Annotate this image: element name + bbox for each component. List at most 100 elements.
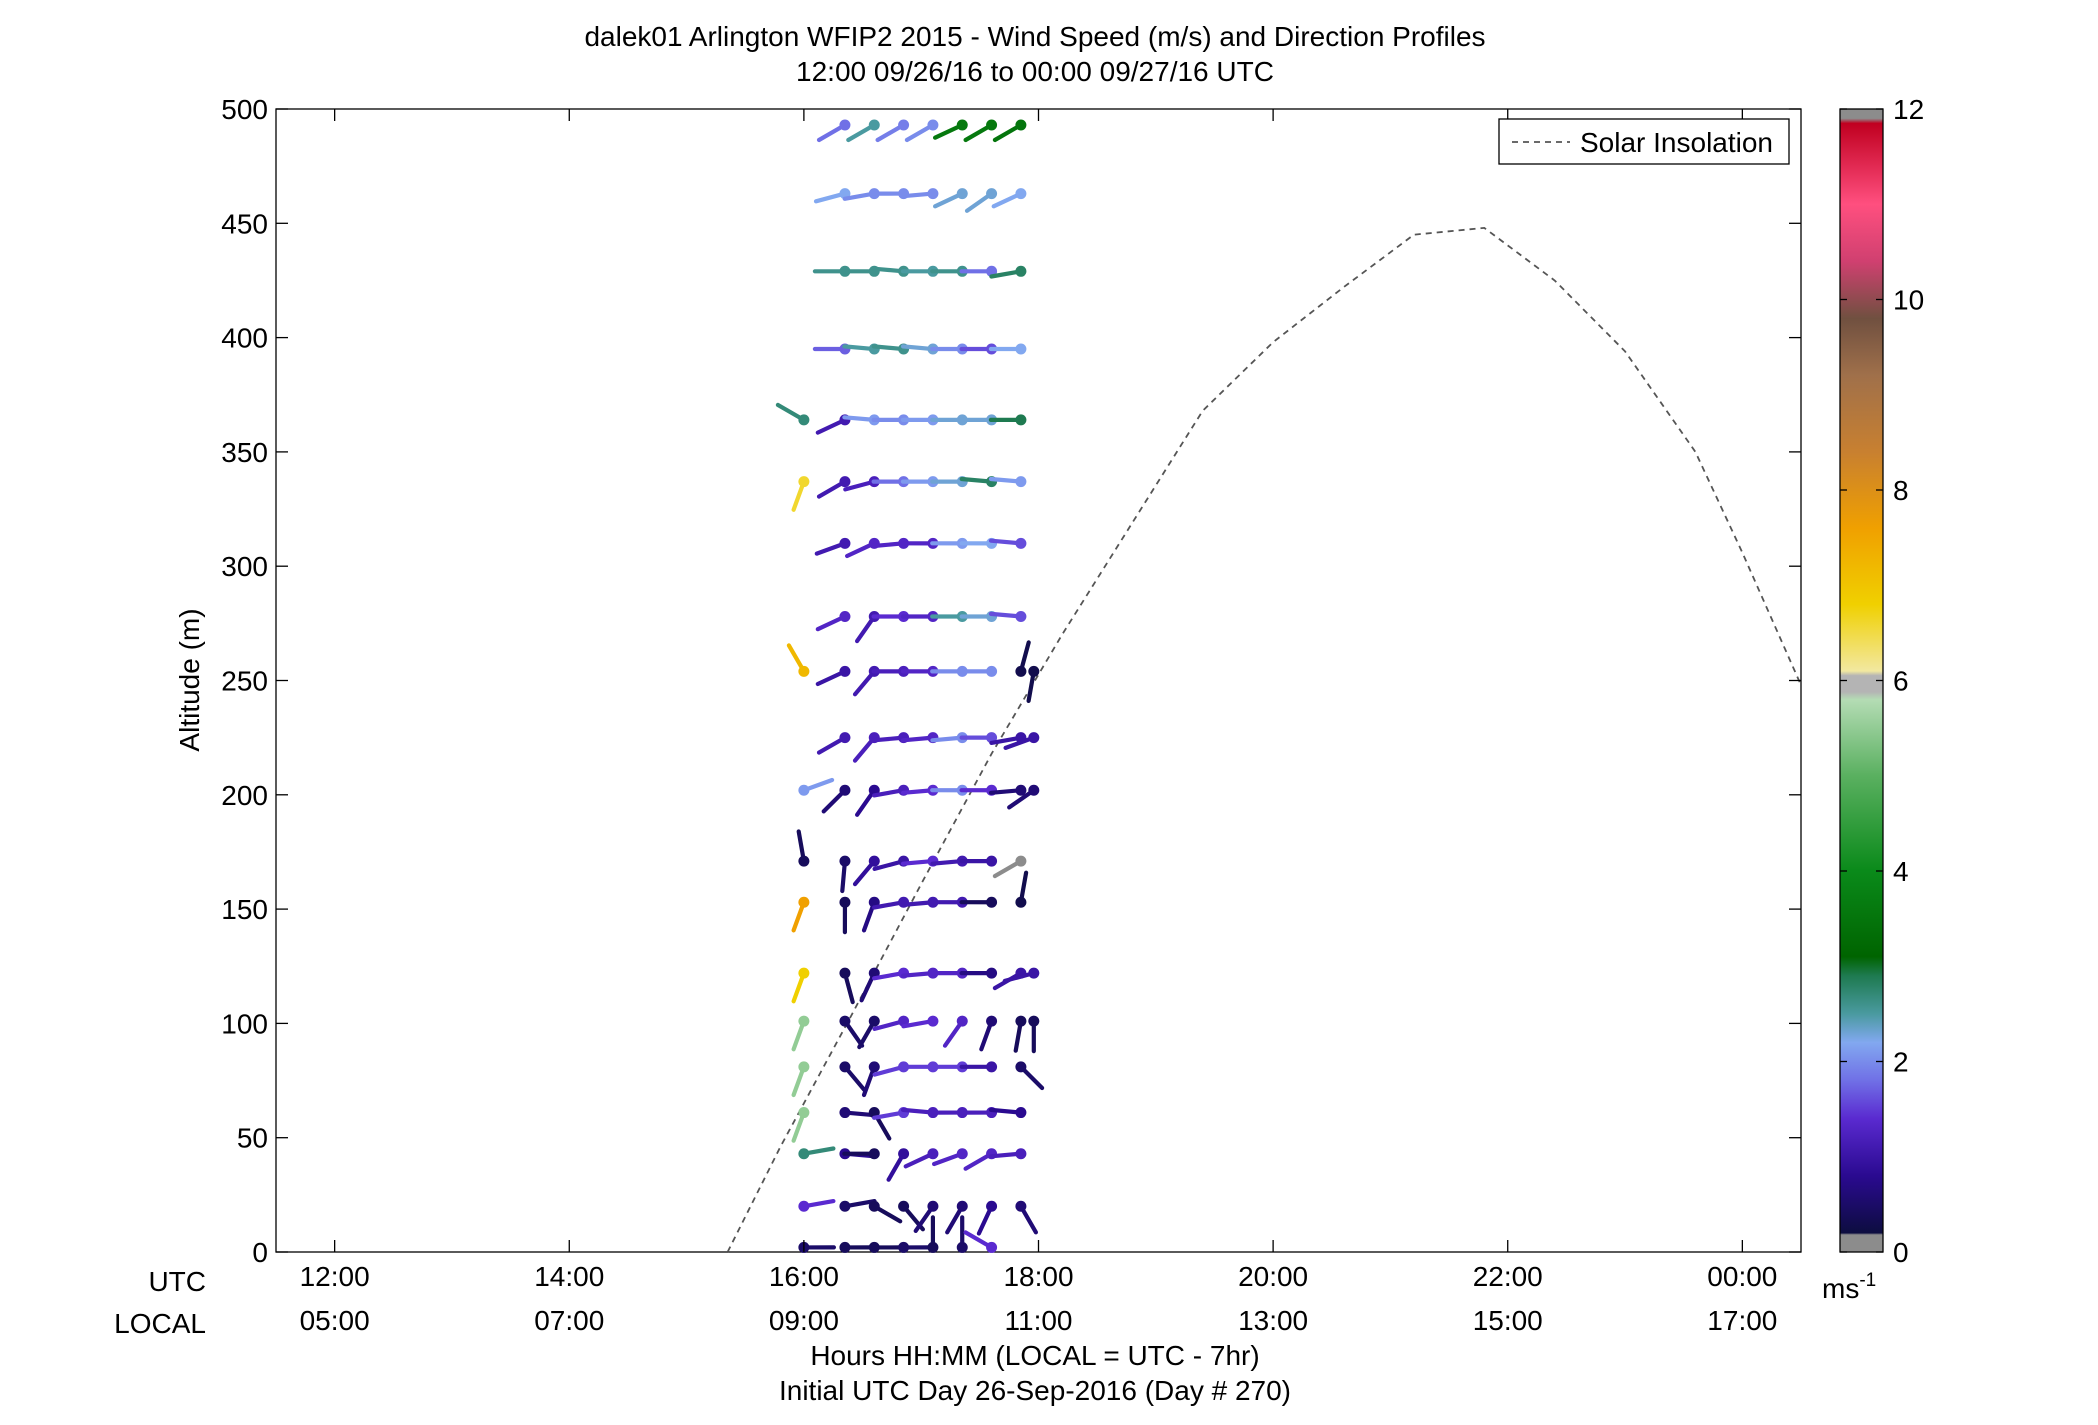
wind-barb-dot [839,855,851,867]
wind-barb-dot [839,665,851,677]
wind-barb-dot [1015,537,1027,549]
wind-barb [988,343,1027,355]
wind-barb-dot [798,1107,810,1119]
colorbar-tick-label: 12 [1893,94,1924,125]
wind-barb-dot [1028,1015,1040,1027]
wind-barb [839,896,851,935]
x-tick-label-local: 13:00 [1238,1305,1308,1336]
colorbar: 0 2 4 6 8 10 12 ms-1 [1822,94,1924,1304]
wind-barb [1003,732,1040,751]
wind-barb [839,967,855,1005]
wind-barb-dot [986,967,998,979]
x-tick-label-utc: 14:00 [534,1261,604,1292]
wind-barb [1013,1015,1027,1053]
wind-barb [815,665,851,687]
wind-barb-dot [956,119,968,131]
colorbar-tick-label: 10 [1893,285,1924,316]
y-tick-label: 350 [221,437,268,468]
local-row-label: LOCAL [114,1308,206,1339]
legend-box [1498,118,1790,165]
wind-barb-dot [1015,784,1027,796]
wind-barb [959,855,998,867]
wind-barb-dot [798,1061,810,1073]
wind-barb-dot [839,119,851,131]
wind-barb [1015,870,1029,908]
wind-barb-dot [956,1241,968,1253]
wind-barb-dot [798,1015,810,1027]
wind-barb-dot [868,1241,880,1253]
y-tick-label: 400 [221,323,268,354]
wind-barb [857,1015,880,1050]
wind-barb-dot [927,1015,939,1027]
wind-barb-dot [956,1148,968,1160]
wind-barb [992,119,1027,143]
chart-title: dalek01 Arlington WFIP2 2015 - Wind Spee… [584,21,1485,52]
wind-barb [1002,967,1040,984]
wind-barb-dot [798,967,810,979]
wind-barb-dot [798,414,810,426]
wind-barb-dot [986,119,998,131]
wind-barb-dot [1015,188,1027,200]
plot-area [275,108,1802,1253]
wind-barb [964,188,998,213]
colorbar-unit: ms-1 [1822,1270,1876,1304]
colorbar-tick-label: 0 [1893,1237,1909,1268]
wind-barb [1026,665,1040,704]
x-tick-label-utc: 18:00 [1003,1261,1073,1292]
y-tick-label: 200 [221,780,268,811]
wind-barb-dot [798,1200,810,1212]
wind-barb-dot [1028,967,1040,979]
wind-barb-dot [798,896,810,908]
x-tick-label-local: 17:00 [1707,1305,1777,1336]
wind-barb [988,610,1027,622]
x-tick-label-utc: 00:00 [1707,1261,1777,1292]
x-axis-label: Hours HH:MM (LOCAL = UTC - 7hr) [810,1340,1259,1371]
wind-barb [988,784,1027,796]
wind-barb [775,402,810,426]
x-tick-label-local: 15:00 [1473,1305,1543,1336]
x-tick-label-local: 11:00 [1005,1305,1073,1336]
wind-barb-dot [1015,1200,1027,1212]
wind-barb [815,610,851,632]
colorbar-tick-label: 6 [1893,666,1909,697]
wind-barb-layer [775,119,1045,1253]
wind-barb-dot [1015,476,1027,488]
wind-barb [988,476,1027,488]
wind-barb-dot [1015,414,1027,426]
wind-barb-dot [839,967,851,979]
wind-barb [932,119,968,140]
wind-barb-dot [1015,665,1027,677]
y-tick-label: 0 [252,1237,268,1268]
wind-barb [868,1200,903,1224]
wind-barb-dot [839,476,851,488]
wind-barb [956,1215,968,1253]
x-tick-label-utc: 22:00 [1473,1261,1543,1292]
wind-barb-dot [1015,119,1027,131]
wind-barb-dot [798,665,810,677]
wind-barb [988,414,1027,426]
wind-barb [988,1148,1027,1160]
colorbar-ramp [1839,108,1884,1253]
wind-barb [1015,640,1031,677]
wind-barb-dot [986,896,998,908]
colorbar-tick-label: 4 [1893,856,1909,887]
y-tick-label: 50 [237,1123,268,1154]
wind-barb-dot [839,1107,851,1119]
wind-barb-dot [798,1148,810,1160]
legend: Solar Insolation [1498,118,1790,165]
wind-barb-dot [1015,1061,1027,1073]
wind-barb [796,829,810,867]
wind-barb [959,665,998,677]
wind-barb-dot [898,1148,910,1160]
wind-barb-dot [956,1200,968,1212]
wind-barb-dot [868,855,880,867]
wind-barb-dot [927,1200,939,1212]
x-tick-label-utc: 12:00 [300,1261,370,1292]
wind-barb [798,1198,836,1212]
wind-barb-dot [839,1061,851,1073]
wind-barb [861,1061,880,1098]
wind-barb [816,732,851,755]
wind-barb-dot [839,732,851,744]
wind-barb [791,1107,810,1143]
